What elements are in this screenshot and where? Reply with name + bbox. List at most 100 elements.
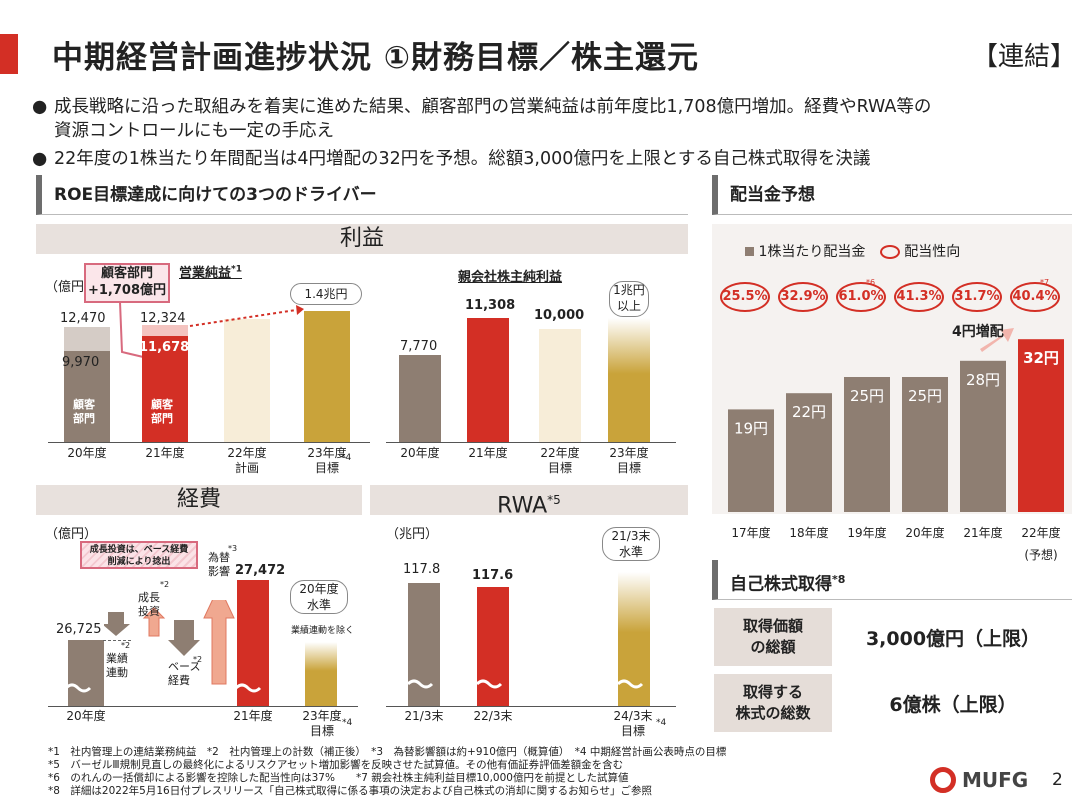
buyback-label-shares: 取得する 株式の総数 xyxy=(714,674,832,732)
rwa-panel-title: RWA*5 xyxy=(370,485,688,518)
op-cat-fy20: 20年度 xyxy=(67,446,107,460)
ni-cat-fy23: 23年度 目標 xyxy=(609,446,649,475)
dividend-bar xyxy=(1018,339,1064,512)
exp-bar-fy20 xyxy=(68,640,104,706)
exp-start-value: 26,725 xyxy=(56,622,102,637)
bullet-2: ● 22年度の1株当たり年間配当は4円増配の32円を予想。総額3,000億円を上限… xyxy=(32,149,871,169)
dividend-bar-label: 22円 xyxy=(792,403,826,421)
expense-steps xyxy=(104,600,235,685)
op-fy21-customer: 11,678 xyxy=(139,340,190,355)
dividend-categories: 17年度 18年度 19年度 20年度 21年度 22年度 (予想) xyxy=(712,522,1072,562)
op-bar-fy20-other xyxy=(64,327,110,351)
exp-target-sub: 業績連動を除く xyxy=(291,626,355,636)
rwa-cat-note: *4 xyxy=(656,718,667,728)
op-cat-note: *4 xyxy=(341,453,352,463)
expense-unit: （億円） xyxy=(45,527,98,542)
op-bar-fy21-other xyxy=(142,325,188,336)
buyback-value-amount: 3,000億円（上限） xyxy=(865,627,1041,650)
dividend-bar-label: 28円 xyxy=(966,371,1000,389)
roe-heading: ROE目標達成に向けての3つのドライバー xyxy=(36,175,688,215)
step-base: ベース 経費 xyxy=(168,660,201,687)
rwa-axis xyxy=(386,706,676,707)
legend-bar-swatch xyxy=(745,247,754,256)
step-note-2: *2 xyxy=(160,580,170,589)
dividend-category: 18年度 xyxy=(789,526,829,540)
footnote-4: *8 詳細は2022年5月16日付プレスリリース「自己株式取得に係る事項の決定お… xyxy=(48,785,652,797)
rwa-target-pill: 21/3末 水準 xyxy=(602,527,660,561)
op-bar-fy22 xyxy=(224,319,270,442)
ni-axis xyxy=(386,442,676,443)
mufg-logo-text: MUFG xyxy=(962,768,1029,792)
payout-ratio: 31.7% xyxy=(952,282,1002,312)
op-bar-fy23 xyxy=(304,311,350,442)
ni-bar-fy20 xyxy=(399,355,441,442)
dividend-bar xyxy=(902,377,948,512)
footnote-1: *1 社内管理上の連結業務純益 *2 社内管理上の計数（補正後） *3 為替影響… xyxy=(48,746,727,758)
payout-ratio: 25.5% xyxy=(720,282,770,312)
exp-cat-fy23: 23年度 目標 xyxy=(302,709,342,738)
dividend-bar-label: 19円 xyxy=(734,419,768,437)
op-cat-fy23: 23年度 目標 xyxy=(307,446,347,475)
increase-arrow-icon xyxy=(980,328,1014,352)
page-title: 中期経営計画進捗状況 ①財務目標／株主還元 xyxy=(52,40,700,76)
op-fy21-total: 12,324 xyxy=(140,311,186,326)
step-note-4: *3 xyxy=(228,544,238,553)
payout-ratio: 32.9% xyxy=(778,282,828,312)
buyback-label-amount: 取得価額 の総額 xyxy=(714,608,832,666)
payout-ratio: 61.0% xyxy=(836,282,886,312)
ni-bar-fy21 xyxy=(467,318,509,442)
growth-arrow xyxy=(189,305,304,327)
ni-cat-fy21: 21年度 xyxy=(468,446,508,460)
exp-cat-fy20: 20年度 xyxy=(66,709,106,723)
customer-callout: 顧客部門 +1,708億円 xyxy=(84,263,170,303)
dividend-bar xyxy=(960,360,1006,512)
dividend-category: 19年度 xyxy=(847,526,887,540)
dividend-chart: 19円 22円 25円 25円 28円 32円 xyxy=(728,328,1064,512)
profit-panel: 利益 xyxy=(36,224,688,477)
step-note-3: *2 xyxy=(193,655,203,664)
step-guide xyxy=(103,640,131,641)
op-title: 営業純益*1 xyxy=(179,264,242,281)
step-note-1: *2 xyxy=(121,641,131,650)
title-accent-bar xyxy=(0,34,18,74)
op-fy20-customer: 9,970 xyxy=(62,355,100,370)
dividend-legend: 1株当たり配当金 配当性向 xyxy=(745,241,960,261)
footnote-3: *6 のれんの一括償却による影響を控除した配当性向は37% *7 親会社株主純利… xyxy=(48,772,629,784)
mufg-logo-icon xyxy=(930,767,956,793)
dividend-bar xyxy=(728,409,774,512)
payout-ratio: 41.3% xyxy=(894,282,944,312)
op-cat-fy22: 22年度 計画 xyxy=(227,446,267,475)
dividend-category: 21年度 xyxy=(963,526,1003,540)
payout-ratio-note: *6 xyxy=(866,278,876,287)
op-fy21-segment: 顧客 部門 xyxy=(151,398,173,425)
bullet-1-cont: 資源コントロールにも一定の手応え xyxy=(54,121,334,141)
expense-callout: 成長投資は、ベース経費 削減により捻出 xyxy=(80,541,198,569)
step-perf: 業績 連動 xyxy=(106,652,128,679)
exp-cat-note: *4 xyxy=(342,718,353,728)
step-growth: 成長 投資 xyxy=(138,591,160,618)
op-fy20-total: 12,470 xyxy=(60,311,106,326)
payout-ratio: 40.4% xyxy=(1010,282,1060,312)
dividend-bar-label: 25円 xyxy=(850,387,884,405)
dividend-bar xyxy=(786,393,832,512)
op-fy20-segment: 顧客 部門 xyxy=(73,398,95,425)
rwa-value-1: 117.8 xyxy=(403,562,441,577)
expense-panel-title: 経費 xyxy=(36,485,362,515)
exp-end-value: 27,472 xyxy=(235,563,286,578)
ni-fy22-value: 10,000 xyxy=(534,308,585,323)
dividend-bar-label: 25円 xyxy=(908,387,942,405)
exp-cat-fy21: 21年度 xyxy=(233,709,273,723)
rwa-unit: （兆円） xyxy=(386,527,439,542)
scope-label: 【連結】 xyxy=(972,42,1077,72)
dividend-heading: 配当金予想 xyxy=(712,175,1072,215)
payout-ratio-note: *7 xyxy=(1040,278,1050,287)
rwa-cat-2: 22/3末 xyxy=(473,709,513,723)
op-cat-fy21: 21年度 xyxy=(145,446,185,460)
dividend-category: 20年度 xyxy=(905,526,945,540)
buyback-value-shares: 6億株（上限） xyxy=(889,693,1017,716)
ni-title: 親会社株主純利益 xyxy=(458,270,563,285)
rwa-bar-3 xyxy=(618,572,650,706)
ni-fy23-target: 1兆円 以上 xyxy=(609,281,649,317)
rwa-cat-1: 21/3末 xyxy=(404,709,444,723)
legend-ratio-swatch xyxy=(879,245,900,259)
